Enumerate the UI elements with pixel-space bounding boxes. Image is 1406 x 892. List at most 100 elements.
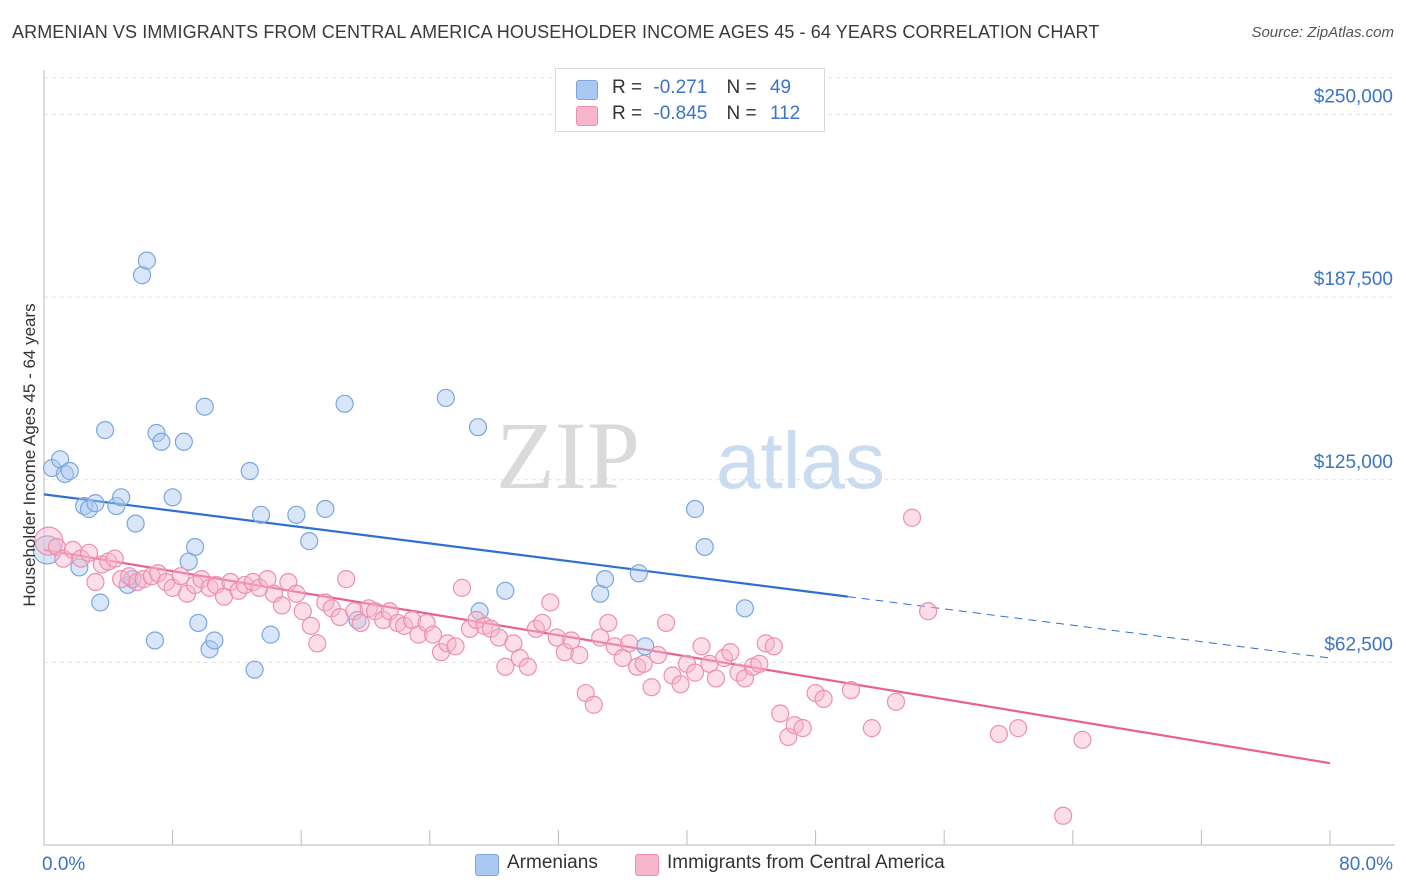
point-central-america — [919, 602, 938, 621]
point-central-america — [779, 727, 798, 746]
y-tick-label: $125,000 — [1314, 452, 1393, 473]
point-central-america — [345, 602, 364, 621]
legend-r-value: -0.845 — [653, 103, 708, 124]
series-central-america — [34, 508, 1092, 825]
point-armenians — [107, 496, 126, 516]
point-armenians — [436, 388, 455, 408]
point-armenians — [137, 251, 156, 270]
point-armenians — [55, 464, 74, 484]
point-armenians — [132, 266, 152, 285]
chart-title: ARMENIAN VS IMMIGRANTS FROM CENTRAL AMER… — [12, 22, 1100, 42]
trend-line-armenians — [43, 493, 848, 598]
point-central-america — [657, 613, 676, 633]
legend-swatch-central-america — [576, 106, 598, 126]
series-armenians — [32, 251, 754, 679]
point-armenians — [685, 499, 705, 519]
point-armenians — [189, 613, 208, 633]
point-armenians — [145, 631, 165, 650]
point-central-america — [79, 543, 99, 562]
tick-labels: $62,500 $125,000 $187,500 $250,000 0.0% 80.0% — [42, 87, 1393, 875]
point-central-america — [570, 645, 589, 665]
point-armenians — [300, 532, 319, 551]
point-central-america — [105, 549, 124, 568]
data-points — [32, 251, 1092, 825]
point-armenians — [75, 496, 94, 516]
point-central-america — [293, 602, 312, 621]
trend-lines — [43, 493, 1331, 765]
point-central-america — [721, 643, 740, 662]
point-armenians — [186, 537, 205, 557]
point-central-america — [1073, 730, 1092, 749]
point-central-america — [692, 637, 711, 656]
point-central-america — [886, 692, 906, 711]
legend-r-label: R = — [612, 103, 643, 124]
correlation-legend: R = -0.271 N = 49 R = -0.845 N = 112 — [555, 68, 825, 132]
point-armenians — [629, 564, 648, 583]
bottom-legend-swatch-armenians — [475, 854, 499, 876]
point-central-america — [814, 689, 833, 709]
point-armenians — [468, 418, 488, 437]
x-tick-label-max: 80.0% — [1339, 854, 1393, 875]
legend-n-label: N = — [726, 77, 757, 98]
point-central-america — [841, 681, 861, 700]
point-armenians — [163, 488, 182, 507]
legend-n-value: 49 — [769, 77, 792, 98]
point-central-america — [337, 570, 356, 589]
point-central-america — [272, 596, 292, 615]
point-armenians — [240, 461, 259, 481]
point-central-america — [1054, 806, 1073, 825]
legend-n-label: N = — [726, 103, 757, 124]
point-central-america — [308, 634, 327, 653]
point-armenians — [591, 584, 610, 603]
y-tick-label: $187,500 — [1314, 269, 1393, 290]
point-central-america — [634, 654, 653, 673]
point-central-america — [86, 572, 105, 592]
trend-line-central-america — [43, 548, 1331, 765]
point-central-america — [533, 613, 552, 633]
point-central-america — [541, 593, 560, 612]
point-armenians — [200, 640, 219, 659]
point-armenians — [195, 397, 214, 416]
point-central-america — [446, 637, 465, 656]
legend-swatch-armenians — [576, 80, 598, 100]
point-central-america — [706, 669, 726, 688]
point-central-america — [417, 613, 436, 633]
legend-r-label: R = — [612, 77, 643, 98]
point-armenians — [60, 461, 79, 481]
point-armenians — [316, 499, 335, 519]
point-central-america — [862, 719, 881, 738]
point-central-america — [599, 613, 618, 633]
point-central-america — [750, 654, 769, 673]
point-armenians — [595, 570, 615, 589]
point-central-america — [562, 631, 581, 650]
point-central-america — [989, 724, 1008, 744]
legend-n-value: 112 — [769, 103, 801, 124]
point-armenians — [147, 423, 166, 443]
point-central-america — [648, 645, 668, 665]
grid-lines — [44, 77, 1395, 663]
axes — [43, 70, 1395, 846]
point-armenians — [735, 599, 754, 618]
point-armenians — [335, 394, 354, 413]
y-tick-label: $250,000 — [1314, 87, 1393, 108]
point-central-america — [1009, 719, 1028, 738]
point-armenians — [126, 514, 145, 533]
point-armenians — [695, 537, 714, 557]
bottom-legend-swatch-central-america — [635, 854, 659, 876]
point-armenians — [86, 494, 105, 513]
trend-line-armenians-extension — [847, 596, 1331, 659]
point-armenians — [152, 432, 171, 451]
x-tick-label-min: 0.0% — [42, 854, 85, 875]
point-central-america — [764, 637, 783, 656]
point-central-america — [902, 508, 922, 527]
point-central-america — [555, 643, 574, 662]
point-central-america — [591, 628, 610, 647]
watermark-zip: ZIP — [496, 402, 640, 509]
point-armenians — [496, 581, 515, 600]
point-central-america — [518, 657, 537, 676]
point-armenians — [95, 420, 115, 440]
point-central-america — [452, 578, 472, 597]
point-central-america — [547, 628, 566, 647]
point-armenians — [205, 631, 224, 650]
